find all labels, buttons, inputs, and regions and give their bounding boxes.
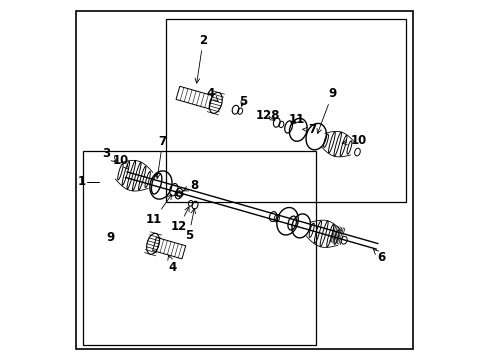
Text: 7: 7 bbox=[302, 123, 315, 136]
Text: 3: 3 bbox=[102, 147, 116, 162]
Text: 4: 4 bbox=[206, 87, 218, 102]
Text: 1: 1 bbox=[77, 175, 85, 188]
Text: 9: 9 bbox=[106, 231, 114, 244]
Text: 6: 6 bbox=[373, 249, 385, 264]
Text: 11: 11 bbox=[288, 113, 304, 126]
Text: 8: 8 bbox=[183, 179, 198, 192]
Text: 7: 7 bbox=[155, 135, 166, 179]
Text: 5: 5 bbox=[239, 95, 247, 108]
Text: 10: 10 bbox=[112, 154, 129, 170]
Text: 12: 12 bbox=[171, 207, 189, 233]
Text: 5: 5 bbox=[184, 209, 195, 242]
Text: 2: 2 bbox=[195, 33, 207, 83]
Text: 4: 4 bbox=[167, 255, 177, 274]
Text: 128: 128 bbox=[255, 109, 280, 122]
Text: 9: 9 bbox=[316, 87, 336, 134]
Text: 11: 11 bbox=[146, 194, 171, 226]
Text: 10: 10 bbox=[342, 134, 366, 147]
